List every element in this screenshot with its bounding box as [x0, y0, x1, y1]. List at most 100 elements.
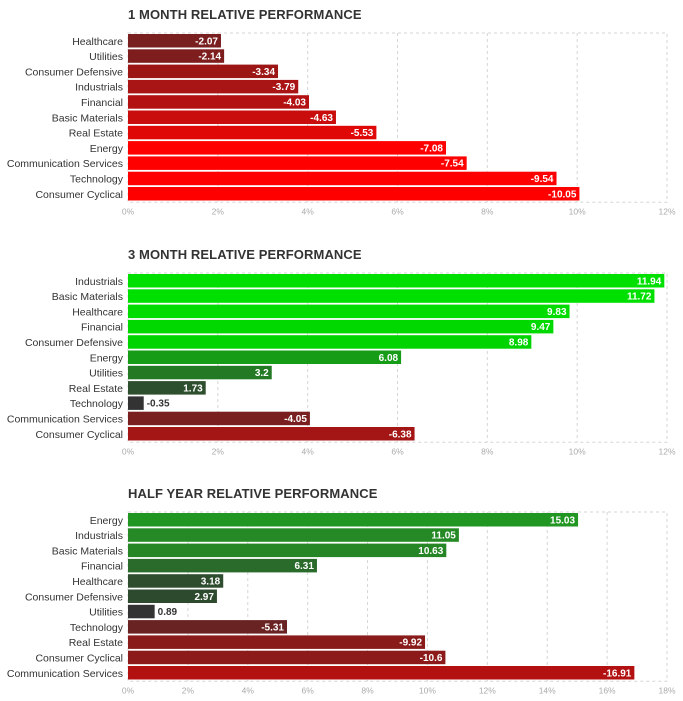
category-label: Industrials: [75, 276, 123, 288]
value-label: 6.08: [379, 353, 399, 364]
x-tick-label: 16%: [599, 685, 616, 695]
bar: [128, 381, 206, 395]
x-tick-label: 10%: [569, 446, 586, 456]
x-tick-label: 0%: [122, 685, 135, 695]
category-label: Communication Services: [7, 668, 123, 680]
value-label: -7.54: [441, 159, 464, 170]
bar-chart-3month: 0% 2% 4% 6% 8% 10% 12% Industrials 11.94 Basic Ma…: [7, 272, 676, 456]
value-label: 11.94: [637, 276, 662, 287]
category-label: Consumer Cyclical: [35, 189, 123, 201]
category-label: Utilities: [89, 51, 123, 63]
value-label: 15.03: [550, 515, 575, 526]
category-label: Energy: [90, 143, 124, 155]
chart-title: 1 MONTH RELATIVE PERFORMANCE: [128, 7, 362, 22]
x-tick-label: 4%: [242, 685, 255, 695]
value-label: 10.63: [418, 546, 443, 557]
category-label: Real Estate: [69, 383, 123, 395]
category-label: Industrials: [75, 530, 123, 542]
category-label: Healthcare: [72, 306, 123, 318]
x-tick-label: 8%: [481, 206, 494, 216]
value-label: 2.97: [194, 592, 214, 603]
x-tick-label: 4%: [302, 206, 315, 216]
x-tick-label: 2%: [182, 685, 195, 695]
bar: [128, 396, 144, 410]
category-label: Energy: [90, 515, 124, 527]
value-label: -4.03: [283, 97, 306, 108]
value-label: -0.35: [147, 399, 170, 410]
bar: [128, 574, 224, 588]
bar-chart-halfyear: 0% 2% 4% 6% 8% 10% 12% 14% 16% 18% Energy 15.03 Indu…: [7, 511, 676, 695]
category-label: Real Estate: [69, 128, 123, 140]
category-label: Technology: [70, 398, 124, 410]
category-label: Consumer Defensive: [25, 591, 123, 603]
bar: [128, 171, 557, 186]
value-label: -16.91: [603, 668, 632, 679]
category-label: Consumer Defensive: [25, 337, 123, 349]
bar: [128, 187, 580, 201]
bar: [128, 604, 155, 619]
bar: [128, 319, 554, 334]
bar: [128, 620, 288, 634]
x-tick-label: 8%: [481, 446, 494, 456]
bar: [128, 304, 570, 319]
x-tick-label: 0%: [122, 446, 135, 456]
category-label: Financial: [81, 322, 123, 334]
bar: [128, 64, 279, 79]
category-label: Consumer Cyclical: [35, 652, 123, 664]
x-tick-label: 14%: [539, 685, 556, 695]
category-label: Utilities: [89, 607, 123, 619]
value-label: 3.18: [201, 576, 221, 587]
category-label: Industrials: [75, 82, 123, 94]
bar: [128, 589, 217, 603]
value-label: -6.38: [389, 429, 412, 440]
value-label: -4.63: [310, 113, 333, 124]
value-label: -3.34: [252, 67, 275, 78]
value-label: 1.73: [183, 383, 203, 394]
value-label: 6.31: [294, 561, 314, 572]
x-tick-label: 12%: [658, 446, 675, 456]
category-label: Financial: [81, 97, 123, 109]
chart-title: 3 MONTH RELATIVE PERFORMANCE: [128, 247, 362, 262]
bar: [128, 650, 446, 665]
bar: [128, 350, 402, 364]
category-label: Communication Services: [7, 413, 123, 425]
bar: [128, 95, 310, 109]
category-label: Consumer Cyclical: [35, 429, 123, 441]
x-tick-label: 6%: [302, 685, 315, 695]
bar: [128, 156, 467, 170]
bar: [128, 141, 447, 155]
category-label: Utilities: [89, 368, 123, 380]
value-label: -2.14: [198, 52, 221, 63]
bar: [128, 427, 415, 441]
bar: [128, 558, 317, 573]
x-tick-label: 6%: [391, 206, 404, 216]
value-label: -10.05: [548, 189, 577, 200]
category-label: Technology: [70, 622, 124, 634]
x-tick-label: 10%: [569, 206, 586, 216]
bar: [128, 79, 299, 94]
bar: [128, 666, 635, 680]
value-label: -5.53: [351, 128, 374, 139]
value-label: 11.05: [431, 531, 456, 542]
value-label: -9.92: [399, 638, 422, 649]
bar: [128, 335, 532, 349]
category-label: Communication Services: [7, 158, 123, 170]
bar: [128, 49, 225, 63]
x-tick-label: 2%: [212, 206, 225, 216]
value-label: -10.6: [420, 653, 443, 664]
category-label: Energy: [90, 352, 124, 364]
value-label: -9.54: [531, 174, 554, 185]
chart-title: HALF YEAR RELATIVE PERFORMANCE: [128, 486, 378, 501]
x-tick-label: 2%: [212, 446, 225, 456]
x-tick-label: 0%: [122, 206, 135, 216]
category-label: Financial: [81, 561, 123, 573]
value-label: -4.05: [284, 414, 307, 425]
value-label: -7.08: [420, 143, 443, 154]
bar: [128, 543, 447, 558]
category-label: Basic Materials: [52, 291, 123, 303]
bar: [128, 125, 377, 140]
category-label: Real Estate: [69, 637, 123, 649]
x-tick-label: 12%: [479, 685, 496, 695]
x-tick-label: 10%: [419, 685, 436, 695]
category-label: Healthcare: [72, 36, 123, 48]
